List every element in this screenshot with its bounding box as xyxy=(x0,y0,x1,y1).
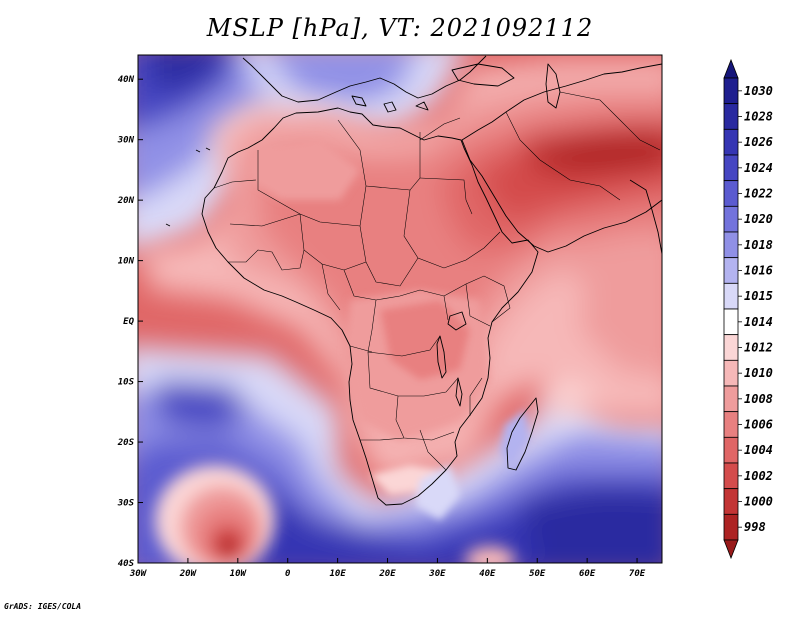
lat-tick-label: 40S xyxy=(118,559,135,569)
lake-tanganyika xyxy=(436,335,447,379)
colorbar-swatch xyxy=(723,436,739,464)
black-sea xyxy=(451,63,515,87)
africa-coastline xyxy=(201,107,539,506)
colorbar-swatch xyxy=(723,77,739,105)
grads-credit: GrADS: IGES/COLA xyxy=(4,602,82,611)
colorbar-label: 1004 xyxy=(744,443,773,457)
colorbar-swatch xyxy=(723,282,739,310)
colorbar-swatch xyxy=(723,359,739,387)
lat-tick-label: 40N xyxy=(118,75,135,85)
colorbar-label: 1030 xyxy=(744,84,773,98)
colorbar-swatch xyxy=(723,154,739,182)
colorbar-label: 1020 xyxy=(744,212,773,226)
lat-tick-label: 30N xyxy=(117,136,135,146)
colorbar-swatch xyxy=(723,462,739,490)
colorbar-swatch xyxy=(723,231,739,259)
coastlines xyxy=(165,55,662,506)
canary-islands xyxy=(165,147,211,227)
pressure-field xyxy=(138,55,662,563)
arabia-coastline xyxy=(461,63,662,253)
colorbar-label: 1028 xyxy=(744,110,773,124)
colorbar-label: 1026 xyxy=(744,135,773,149)
colorbar-label: 1006 xyxy=(744,418,773,432)
colorbar-top-arrow xyxy=(723,58,739,79)
colorbar-label: 1010 xyxy=(744,366,773,380)
colorbar-swatch xyxy=(723,385,739,413)
colorbar-swatch xyxy=(723,257,739,284)
country-borders xyxy=(213,91,661,471)
colorbar: 1030 1028 1026 1024 1022 1020 1018 1016 1015 1014… xyxy=(723,58,773,560)
map-frame xyxy=(137,54,663,564)
colorbar-label: 1000 xyxy=(744,495,773,509)
lake-victoria xyxy=(447,311,467,331)
lat-tick-label: 10N xyxy=(118,257,135,267)
lon-tick-label: 50E xyxy=(529,569,546,579)
colorbar-swatch xyxy=(723,103,739,130)
colorbar-label: 1012 xyxy=(744,341,773,355)
colorbar-label: 1022 xyxy=(744,187,773,201)
lon-tick-label: 0 xyxy=(285,569,291,579)
colorbar-swatch xyxy=(723,128,739,156)
colorbar-bottom-arrow xyxy=(723,539,739,560)
madagascar-coastline xyxy=(506,397,539,471)
europe-coastline xyxy=(242,55,487,103)
lat-tick-label: 20S xyxy=(117,438,135,448)
lon-tick-label: 40E xyxy=(479,569,496,579)
caspian-sea xyxy=(545,63,561,109)
longitude-axis: 30W 20W 10W 0 10E 20E 30E 40E 50E 60E 70E xyxy=(129,558,646,579)
lon-tick-label: 30W xyxy=(129,569,148,579)
lat-tick-label: 30S xyxy=(117,499,135,509)
lon-tick-label: 70E xyxy=(629,569,646,579)
colorbar-label: 998 xyxy=(744,520,766,534)
colorbar-swatch xyxy=(723,180,739,207)
colorbar-label: 1024 xyxy=(744,161,773,175)
south-atlantic-low xyxy=(155,465,515,563)
colorbar-label: 1014 xyxy=(744,315,773,329)
colorbar-swatch xyxy=(723,411,739,438)
colorbar-swatch xyxy=(723,513,739,541)
map-title: MSLP [hPa], VT: 2021092112 xyxy=(206,14,594,42)
lon-tick-label: 20W xyxy=(179,569,198,579)
india-coastline xyxy=(629,179,662,255)
colorbar-swatch xyxy=(723,308,739,336)
lon-tick-label: 10W xyxy=(230,569,248,579)
lat-tick-label: 10S xyxy=(118,378,135,388)
lon-tick-label: 60E xyxy=(579,569,596,579)
lat-tick-label: 20N xyxy=(117,196,135,206)
colorbar-swatch xyxy=(723,334,739,361)
colorbar-label: 1018 xyxy=(744,238,773,252)
colorbar-swatch xyxy=(723,488,739,515)
colorbar-label: 1015 xyxy=(744,289,773,303)
lat-tick-label: EQ xyxy=(123,317,134,327)
lon-tick-label: 10E xyxy=(329,569,346,579)
continental-detail xyxy=(250,140,530,520)
mediterranean-islands xyxy=(351,95,429,113)
lon-tick-label: 30E xyxy=(428,569,446,579)
colorbar-label: 1016 xyxy=(744,264,773,278)
colorbar-label: 1002 xyxy=(744,469,773,483)
lon-tick-label: 20E xyxy=(378,569,396,579)
latitude-axis: 40N 30N 20N 10N EQ 10S 20S 30S 40S xyxy=(117,75,143,569)
colorbar-label: 1008 xyxy=(744,392,773,406)
colorbar-swatch xyxy=(723,205,739,233)
lake-malawi xyxy=(455,377,463,407)
